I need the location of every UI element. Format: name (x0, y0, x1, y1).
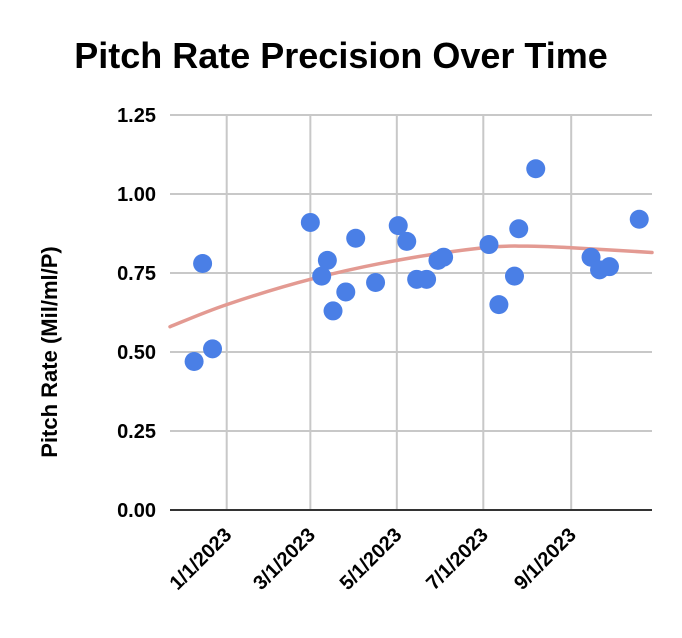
y-axis-title: Pitch Rate (Mil/ml/P) (37, 246, 62, 457)
data-point (323, 301, 343, 321)
y-axis-ticks: 0.00 0.25 0.50 0.75 1.00 1.25 (117, 105, 156, 522)
gridlines (170, 114, 652, 510)
data-point (193, 254, 213, 274)
x-tick-label: 7/1/2023 (422, 524, 493, 595)
data-point (346, 228, 366, 248)
x-tick-label: 1/1/2023 (166, 524, 237, 595)
y-tick-label: 0.50 (117, 342, 156, 364)
trendline-layer (168, 244, 654, 329)
y-tick-label: 0.00 (117, 500, 156, 522)
data-point (336, 282, 356, 302)
y-tick-label: 0.25 (117, 421, 156, 443)
x-axis-ticks: 1/1/2023 3/1/2023 5/1/2023 7/1/2023 9/1/2023 (166, 524, 581, 595)
trendline (168, 244, 654, 329)
data-points (184, 159, 649, 371)
x-tick-label: 3/1/2023 (249, 524, 320, 595)
chart-title: Pitch Rate Precision Over Time (74, 35, 608, 76)
data-point (366, 272, 386, 292)
data-point (489, 295, 509, 315)
data-point (434, 247, 454, 267)
data-point (300, 212, 320, 232)
data-point (203, 339, 223, 359)
data-point (397, 231, 417, 251)
data-point (479, 235, 499, 255)
data-point (184, 351, 204, 371)
data-point (312, 266, 332, 286)
data-point (526, 159, 546, 179)
data-point (504, 266, 524, 286)
x-tick-label: 5/1/2023 (336, 524, 407, 595)
data-point (388, 216, 408, 236)
y-tick-label: 1.25 (117, 105, 156, 127)
data-point (599, 257, 619, 277)
data-point (317, 250, 337, 270)
data-point (417, 269, 437, 289)
data-point (509, 219, 529, 239)
y-tick-label: 0.75 (117, 263, 156, 285)
x-tick-label: 9/1/2023 (510, 524, 581, 595)
y-tick-label: 1.00 (117, 184, 156, 206)
data-point (629, 209, 649, 229)
